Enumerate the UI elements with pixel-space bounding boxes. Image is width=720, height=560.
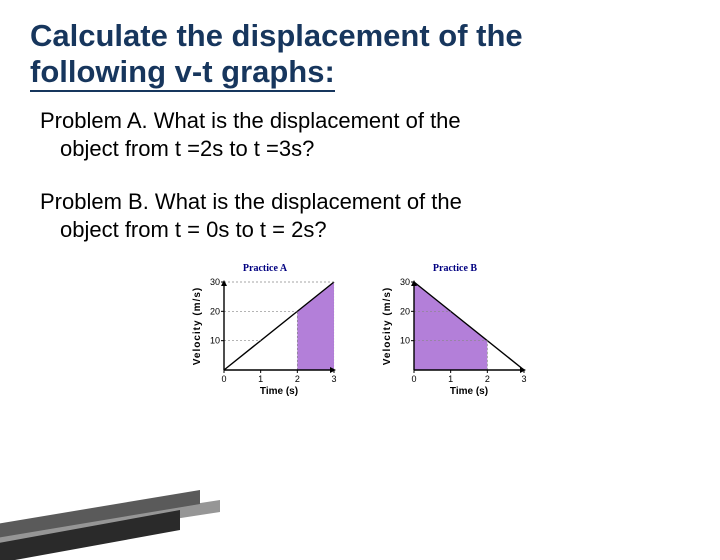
svg-text:30: 30 bbox=[400, 277, 410, 287]
svg-text:0: 0 bbox=[221, 374, 226, 384]
chart-a-wrap: Practice A 10 20 30 0 1 2 3 Time (s) Velocity (m… bbox=[190, 263, 340, 396]
problem-b-line1: Problem B. What is the displacement of t… bbox=[40, 189, 462, 214]
chart-b-wrap: Practice B 10 20 30 0 1 2 3 Time (s) Velocity (m… bbox=[380, 263, 530, 396]
corner-decoration bbox=[0, 480, 220, 560]
svg-text:3: 3 bbox=[331, 374, 336, 384]
svg-text:20: 20 bbox=[210, 307, 220, 317]
problem-a: Problem A. What is the displacement of t… bbox=[30, 107, 690, 162]
svg-text:2: 2 bbox=[485, 374, 490, 384]
svg-text:Time (s): Time (s) bbox=[260, 386, 298, 396]
svg-text:3: 3 bbox=[521, 374, 526, 384]
chart-a: 10 20 30 0 1 2 3 Time (s) Velocity (m/s) bbox=[190, 276, 340, 396]
problem-a-line1: Problem A. What is the displacement of t… bbox=[40, 108, 461, 133]
svg-text:1: 1 bbox=[448, 374, 453, 384]
chart-b-title: Practice B bbox=[433, 263, 477, 274]
svg-text:Velocity (m/s): Velocity (m/s) bbox=[382, 287, 393, 365]
svg-text:1: 1 bbox=[258, 374, 263, 384]
problem-b: Problem B. What is the displacement of t… bbox=[30, 188, 690, 243]
svg-text:Velocity (m/s): Velocity (m/s) bbox=[192, 287, 203, 365]
svg-text:0: 0 bbox=[411, 374, 416, 384]
svg-text:10: 10 bbox=[400, 336, 410, 346]
svg-text:2: 2 bbox=[295, 374, 300, 384]
slide-content: Calculate the displacement of thefollowi… bbox=[0, 0, 720, 396]
svg-text:Time (s): Time (s) bbox=[450, 386, 488, 396]
problem-b-line2: object from t = 0s to t = 2s? bbox=[40, 216, 690, 244]
svg-text:20: 20 bbox=[400, 307, 410, 317]
svg-text:10: 10 bbox=[210, 336, 220, 346]
problem-a-line2: object from t =2s to t =3s? bbox=[40, 135, 690, 163]
page-title: Calculate the displacement of thefollowi… bbox=[30, 18, 690, 89]
chart-b: 10 20 30 0 1 2 3 Time (s) Velocity (m/s) bbox=[380, 276, 530, 396]
charts-row: Practice A 1020300123Time (s)Velocity (m… bbox=[30, 263, 690, 396]
svg-text:30: 30 bbox=[210, 277, 220, 287]
chart-a-title: Practice A bbox=[243, 263, 287, 274]
